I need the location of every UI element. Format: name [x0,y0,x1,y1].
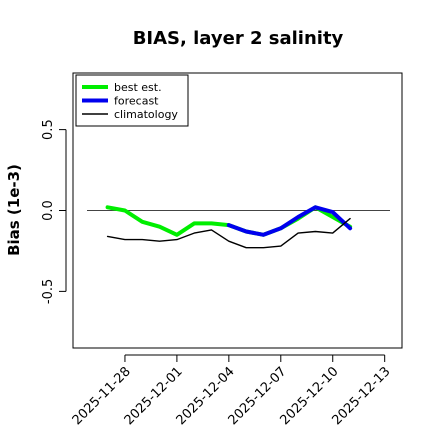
legend-label: forecast [114,95,159,108]
y-axis-label: Bias (1e-3) [5,164,23,256]
chart-title: BIAS, layer 2 salinity [133,28,344,49]
series-layer [105,205,353,249]
y-tick-label: 0.0 [41,200,56,221]
y-axis: -0.5 0.0 0.5 [41,119,67,304]
series-line-climatology [106,217,351,249]
series-line-forecast [226,205,353,237]
y-tick-label: 0.5 [41,119,56,140]
legend-label: best est. [114,81,162,94]
y-tick-label: -0.5 [41,279,56,304]
legend-label: climatology [114,108,178,121]
plot-frame [72,72,403,349]
